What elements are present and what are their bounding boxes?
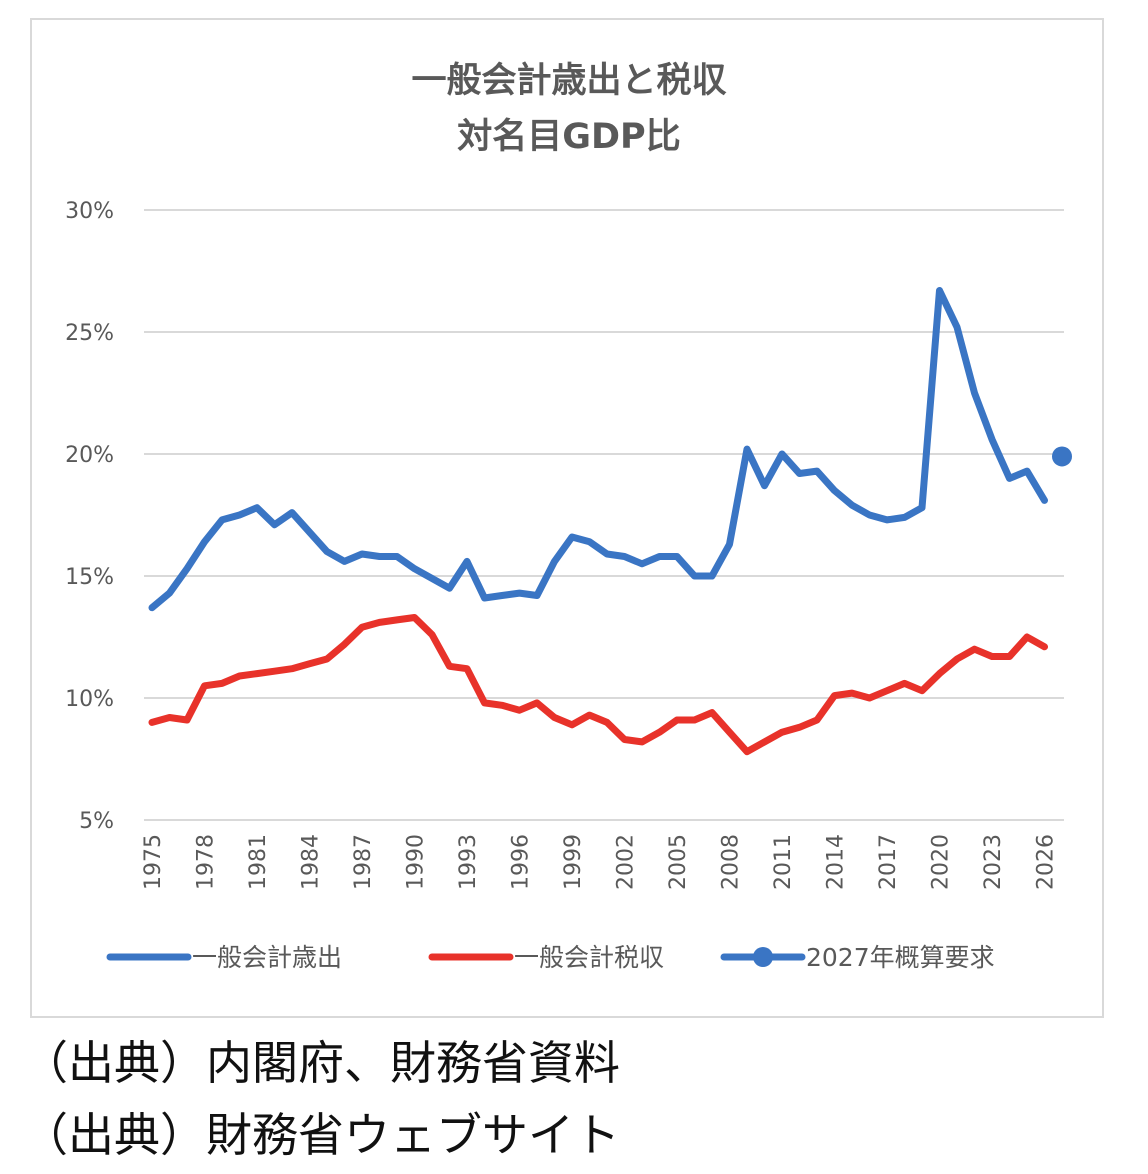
x-tick-label: 1975 [141, 834, 166, 890]
series-marker-point [1052, 446, 1072, 467]
x-tick-label: 1999 [561, 834, 586, 890]
series-line-1 [148, 287, 1048, 612]
y-tick-label: 15% [65, 565, 114, 590]
x-tick-label: 2026 [1034, 834, 1059, 890]
source-note-1: （出典）内閣府、財務省資料 [22, 1036, 620, 1090]
x-tick-label: 1978 [194, 834, 219, 890]
x-tick-label: 1981 [246, 834, 271, 890]
y-tick-label: 10% [65, 687, 114, 712]
x-tick-label: 2002 [614, 834, 639, 890]
x-tick-label: 1996 [509, 834, 534, 890]
source-note-2: （出典）財務省ウェブサイト [22, 1108, 620, 1162]
legend-label: 一般会計税収 [514, 943, 664, 972]
y-tick-label: 25% [65, 321, 114, 346]
series-line-2 [148, 614, 1048, 756]
y-axis-ticks: 5% 10% 15% 20% 25% 30% [65, 199, 114, 834]
x-tick-label: 2011 [771, 834, 796, 890]
gridlines [144, 209, 1064, 821]
x-tick-label: 2020 [929, 834, 954, 890]
x-tick-label: 1984 [299, 834, 324, 890]
y-tick-label: 20% [65, 443, 114, 468]
x-tick-label: 1990 [404, 834, 429, 890]
series-layer [148, 287, 1072, 756]
chart-canvas: 一般会計歳出と税収 対名目GDP比 5% 10% 15% 20% 25% 30% 1975… [65, 61, 1072, 972]
x-tick-label: 2008 [719, 834, 744, 890]
legend-label: 一般会計歳出 [192, 943, 342, 972]
legend: 一般会計歳出 一般会計税収 2027年概算要求 [106, 943, 995, 972]
chart-title-line-1: 一般会計歳出と税収 [411, 61, 726, 101]
chart-title-line-2: 対名目GDP比 [457, 117, 680, 157]
x-tick-label: 1993 [456, 834, 481, 890]
chart-frame: 一般会計歳出と税収 対名目GDP比 5% 10% 15% 20% 25% 30% 1975… [30, 18, 1104, 1018]
x-tick-label: 2014 [824, 834, 849, 890]
legend-marker [753, 947, 773, 967]
y-tick-label: 30% [65, 199, 114, 224]
x-axis-ticks: 1975 1978 1981 1984 1987 1990 1993 1996 1999 2002… [141, 834, 1059, 890]
x-tick-label: 2017 [876, 834, 901, 890]
x-tick-label: 2023 [981, 834, 1006, 890]
legend-label: 2027年概算要求 [806, 943, 995, 972]
y-tick-label: 5% [79, 809, 114, 834]
x-tick-label: 1987 [351, 834, 376, 890]
x-tick-label: 2005 [666, 834, 691, 890]
